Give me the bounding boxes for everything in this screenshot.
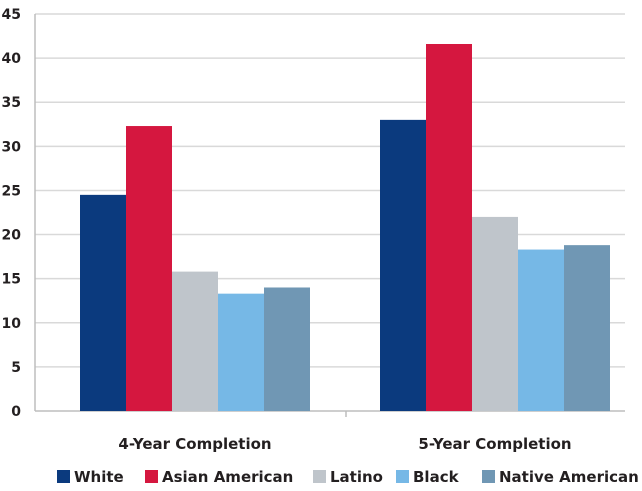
bar-native-american-2: [564, 245, 610, 411]
y-tick-label: 30: [2, 139, 22, 155]
legend-label: White: [74, 468, 124, 486]
bar-black-2: [518, 249, 564, 411]
bars: [80, 43, 610, 412]
legend-label: Black: [413, 468, 460, 486]
legend-swatch: [145, 470, 158, 483]
y-tick-label: 20: [2, 228, 22, 244]
category-label: 4-Year Completion: [118, 435, 271, 453]
legend-swatch: [313, 470, 326, 483]
legend-label: Native American: [499, 468, 639, 486]
bar-black-1: [218, 293, 264, 411]
y-tick-label: 5: [11, 360, 21, 376]
y-tick-label: 35: [2, 95, 21, 111]
bar-asian-american-1: [126, 126, 172, 411]
legend-label: Asian American: [162, 468, 293, 486]
y-tick-label: 40: [2, 51, 22, 67]
y-tick-label: 10: [2, 316, 22, 332]
bar-native-american-1: [264, 287, 310, 411]
category-label: 5-Year Completion: [418, 435, 571, 453]
bar-asian-american-2: [426, 43, 472, 412]
y-tick-label: 45: [2, 7, 21, 23]
bar-white-1: [80, 194, 126, 411]
legend: White Asian American Latino Black Native Ame…: [57, 468, 639, 486]
bar-latino-1: [172, 271, 218, 411]
legend-swatch: [57, 470, 70, 483]
legend-swatch: [482, 470, 495, 483]
category-labels: 4-Year Completion 5-Year Completion: [118, 435, 571, 453]
legend-label: Latino: [330, 468, 383, 486]
y-tick-label: 25: [2, 183, 21, 199]
bar-latino-2: [472, 216, 518, 411]
legend-swatch: [396, 470, 409, 483]
y-tick-label: 0: [11, 404, 21, 420]
bar-white-2: [380, 119, 426, 411]
y-tick-labels: 0 5 10 15 20 25 30 35 40 45: [2, 7, 22, 420]
y-tick-label: 15: [2, 272, 21, 288]
